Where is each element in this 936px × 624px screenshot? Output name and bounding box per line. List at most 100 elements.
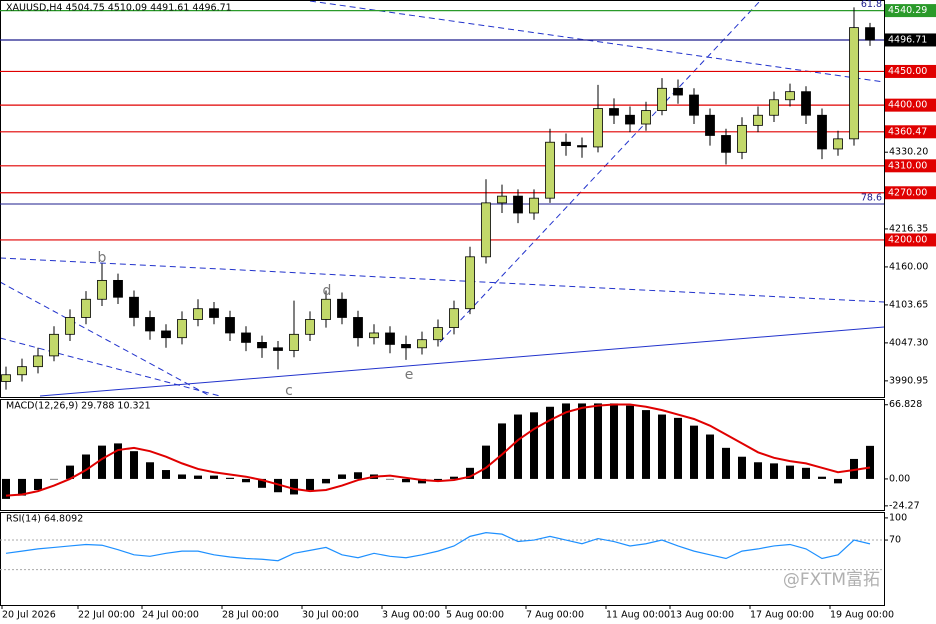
macd-bar xyxy=(130,451,138,479)
macd-bar xyxy=(18,478,26,496)
level-price-label: 4360.47 xyxy=(888,126,927,137)
level-price-label: 4400.00 xyxy=(888,100,927,111)
macd-bar xyxy=(386,478,394,480)
candle-body xyxy=(225,317,235,334)
macd-title: MACD(12,26,9) 29.788 10.321 xyxy=(6,401,151,412)
candle-body xyxy=(433,327,443,341)
candle-body xyxy=(689,94,699,116)
macd-bar xyxy=(210,475,218,479)
macd-bar xyxy=(610,403,618,479)
trendline xyxy=(39,326,885,397)
macd-bar xyxy=(594,403,602,479)
macd-bar xyxy=(226,477,234,479)
macd-bar xyxy=(146,462,154,479)
candle-body xyxy=(449,308,459,328)
wave-label: c xyxy=(285,383,293,399)
y-tick-label: 0.00 xyxy=(889,473,910,484)
signal-line xyxy=(5,403,871,497)
wave-label: e xyxy=(405,367,414,383)
candle-body xyxy=(33,355,43,368)
chart-title: XAUUSD,H4 4504.75 4510.09 4491.61 4496.7… xyxy=(6,3,232,14)
candle-body xyxy=(81,298,91,318)
level-price-box xyxy=(885,233,936,247)
y-tick-label: 3990.95 xyxy=(889,375,928,386)
panel-frame xyxy=(0,512,885,606)
candle-body xyxy=(241,332,251,343)
x-tick-label: 13 Aug 00:00 xyxy=(670,610,734,621)
macd-bar xyxy=(66,465,74,479)
level-price-box xyxy=(885,98,936,112)
candle-body xyxy=(497,195,507,204)
x-tick-label: 24 Jul 00:00 xyxy=(142,610,199,621)
fib-label: 78.6 xyxy=(861,192,882,203)
candle-body xyxy=(721,135,731,153)
x-tick-label: 7 Aug 00:00 xyxy=(526,610,584,621)
candle-body xyxy=(353,317,363,339)
fib-label: 61.8 xyxy=(861,0,882,10)
x-tick-label: 11 Aug 00:00 xyxy=(606,610,670,621)
trendline xyxy=(0,257,885,303)
macd-bar xyxy=(306,478,314,491)
candle-body xyxy=(177,319,187,339)
macd-bar xyxy=(50,478,58,480)
candle-body xyxy=(305,319,315,335)
x-tick-label: 5 Aug 00:00 xyxy=(446,610,504,621)
macd-bar xyxy=(626,405,634,479)
macd-bar xyxy=(338,474,346,479)
macd-bar xyxy=(706,434,714,479)
macd-bar xyxy=(866,445,874,479)
macd-bar xyxy=(98,445,106,479)
macd-bar xyxy=(258,478,266,488)
level-price-label: 4450.00 xyxy=(888,66,927,77)
candle-body xyxy=(257,342,267,349)
candle-body xyxy=(113,279,123,298)
candle-body xyxy=(129,296,139,318)
macd-bar xyxy=(194,475,202,479)
macd-bar xyxy=(114,443,122,479)
macd-bar xyxy=(34,478,42,491)
candle-body xyxy=(145,317,155,332)
level-price-label: 4310.00 xyxy=(888,160,927,171)
x-tick-label: 28 Jul 00:00 xyxy=(222,610,279,621)
trendlines xyxy=(0,0,885,397)
candle-body xyxy=(561,141,571,146)
candle-body xyxy=(577,145,587,148)
y-tick-label: -24.27 xyxy=(889,500,920,511)
macd-bar xyxy=(546,406,554,479)
trendline xyxy=(309,0,885,83)
y-tick-label: 70 xyxy=(889,535,901,546)
macd-bar xyxy=(354,472,362,479)
macd-bar xyxy=(450,476,458,479)
macd-bar xyxy=(242,478,250,483)
panel-frame xyxy=(0,0,885,398)
candle-body xyxy=(657,87,667,111)
macd-bar xyxy=(274,478,282,493)
candle-body xyxy=(417,339,427,349)
y-tick-label: 4160.00 xyxy=(889,261,928,272)
candle-body xyxy=(769,99,779,116)
macd-bar xyxy=(162,470,170,479)
macd-bar xyxy=(850,458,858,479)
candle-body xyxy=(1,374,11,382)
level-price-box xyxy=(885,186,936,200)
macd-bar xyxy=(482,445,490,479)
macd-bar xyxy=(178,474,186,479)
candle-body xyxy=(705,114,715,136)
candle-body xyxy=(785,91,795,101)
y-tick-label: 4216.35 xyxy=(889,223,928,234)
watermark: @FXTM富拓 xyxy=(783,570,880,590)
candle-body xyxy=(289,333,299,351)
x-tick-label: 3 Aug 00:00 xyxy=(382,610,440,621)
candle-body xyxy=(385,332,395,345)
macd-bar xyxy=(722,447,730,479)
level-price-label: 4200.00 xyxy=(888,234,927,245)
candle-body xyxy=(321,298,331,320)
candle-body xyxy=(625,114,635,125)
macd-bar xyxy=(2,478,10,499)
rsi-line xyxy=(5,532,871,562)
candle-body xyxy=(481,202,491,258)
macd-bar xyxy=(530,412,538,479)
level-price-label: 4496.71 xyxy=(888,34,927,45)
macd-bar xyxy=(562,403,570,479)
